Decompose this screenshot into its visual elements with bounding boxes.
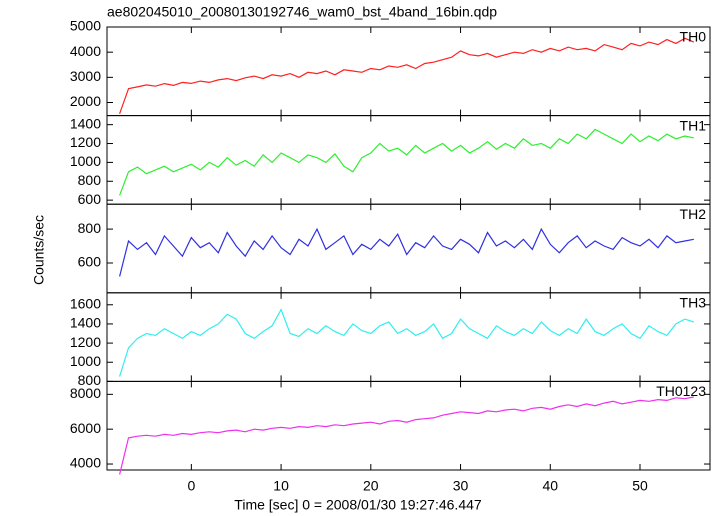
y-tick-label: 1000 xyxy=(70,353,101,369)
chart-title: ae802045010_20080130192746_wam0_bst_4ban… xyxy=(107,4,497,20)
series-label: TH0 xyxy=(680,29,707,45)
x-tick-label: 0 xyxy=(187,478,195,494)
y-axis-label: Counts/sec xyxy=(31,215,47,285)
y-tick-label: 8000 xyxy=(70,385,101,401)
y-tick-label: 5000 xyxy=(70,18,101,34)
y-tick-label: 3000 xyxy=(70,68,101,84)
series-line xyxy=(119,227,694,277)
x-axis-label: Time [sec] 0 = 2008/01/30 19:27:46.447 xyxy=(234,497,482,513)
x-tick-label: 10 xyxy=(273,478,289,494)
series-line xyxy=(119,37,695,115)
x-tick-label: 40 xyxy=(542,478,558,494)
y-tick-label: 1000 xyxy=(70,153,101,169)
y-tick-label: 4000 xyxy=(70,43,101,59)
y-tick-label: 800 xyxy=(78,372,102,388)
panel-frame xyxy=(106,115,711,205)
y-tick-label: 600 xyxy=(78,254,102,270)
series-line xyxy=(119,396,694,475)
series-label: TH1 xyxy=(680,117,707,133)
x-tick-label: 20 xyxy=(363,478,379,494)
y-tick-label: 800 xyxy=(78,172,102,188)
series-label: TH0123 xyxy=(656,383,706,399)
panel-frame xyxy=(106,292,711,382)
panel-frame xyxy=(106,203,711,294)
x-tick-label: 50 xyxy=(632,478,648,494)
panel-frame xyxy=(106,380,711,471)
y-tick-label: 1200 xyxy=(70,134,101,150)
y-tick-label: 1600 xyxy=(70,295,101,311)
y-tick-label: 1400 xyxy=(70,115,101,131)
series-line xyxy=(119,128,694,196)
y-tick-label: 1200 xyxy=(70,334,101,350)
series-line xyxy=(119,308,694,377)
panel-frame xyxy=(106,26,711,117)
y-tick-label: 6000 xyxy=(70,420,101,436)
series-label: TH3 xyxy=(680,295,707,311)
series-label: TH2 xyxy=(680,206,707,222)
y-tick-label: 600 xyxy=(78,191,102,207)
y-tick-label: 4000 xyxy=(70,455,101,471)
y-tick-label: 800 xyxy=(78,220,102,236)
y-tick-label: 1400 xyxy=(70,315,101,331)
y-tick-label: 2000 xyxy=(70,93,101,109)
x-tick-label: 30 xyxy=(453,478,469,494)
